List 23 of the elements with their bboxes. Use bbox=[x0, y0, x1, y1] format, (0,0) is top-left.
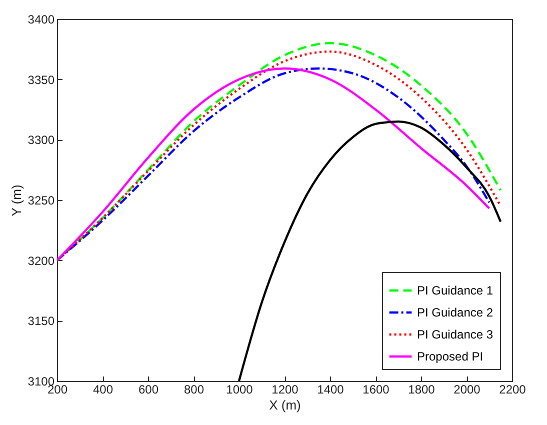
x-axis-title: X (m) bbox=[269, 398, 301, 412]
y-tick-label: 3250 bbox=[28, 194, 55, 208]
legend-label: PI Guidance 3 bbox=[417, 328, 494, 342]
y-tick-label: 3150 bbox=[28, 314, 55, 328]
legend-label: PI Guidance 1 bbox=[417, 284, 494, 298]
legend-label: PI Guidance 2 bbox=[417, 306, 494, 320]
y-tick-label: 3400 bbox=[28, 12, 55, 26]
x-tick-label: 1000 bbox=[226, 382, 254, 396]
y-tick-label: 3350 bbox=[28, 72, 55, 87]
y-axis-title: Y (m) bbox=[8, 184, 24, 216]
x-tick-label: 400 bbox=[92, 382, 114, 396]
x-tick-label: 800 bbox=[184, 382, 204, 396]
y-tick-label: 3300 bbox=[28, 133, 55, 148]
x-tick-label: 1800 bbox=[408, 382, 436, 396]
x-tick-label: 1400 bbox=[317, 382, 344, 396]
x-tick-label: 2000 bbox=[454, 382, 481, 396]
line-series bbox=[238, 120, 502, 381]
x-tick-label: 1600 bbox=[362, 382, 390, 396]
x-tick-label: 600 bbox=[138, 382, 159, 396]
x-tick-label: 1200 bbox=[272, 382, 299, 396]
y-tick-label: 3200 bbox=[28, 254, 55, 268]
x-tick-label: 2200 bbox=[499, 382, 526, 396]
legend-label: Proposed PI bbox=[417, 350, 484, 364]
